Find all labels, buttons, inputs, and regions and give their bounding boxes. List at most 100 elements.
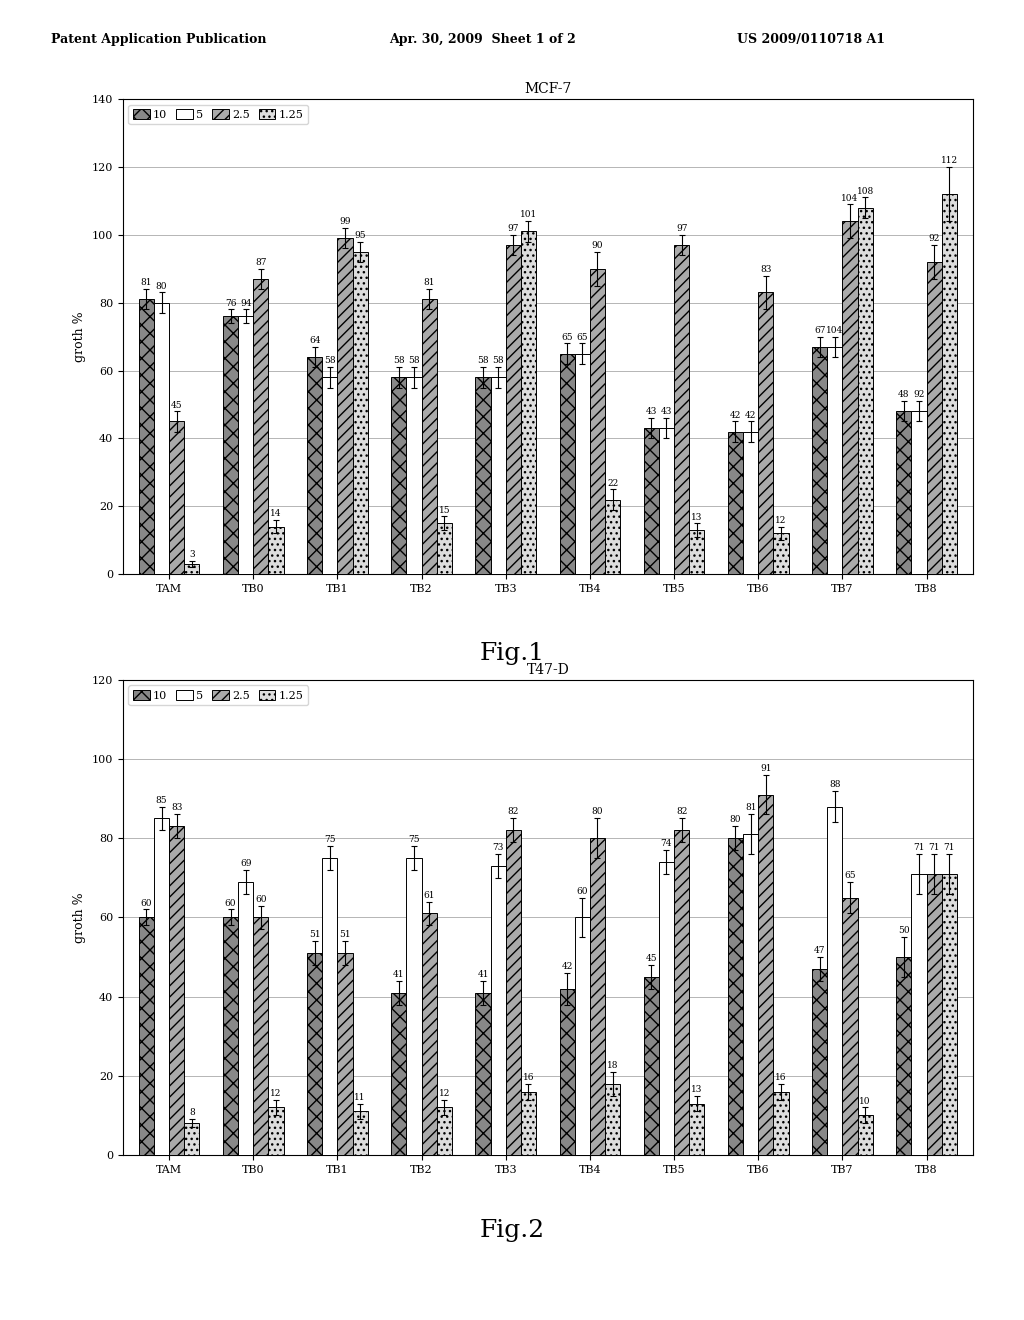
- Bar: [307, 953, 323, 1155]
- Text: Patent Application Publication: Patent Application Publication: [51, 33, 266, 46]
- Text: 73: 73: [493, 843, 504, 853]
- Bar: [605, 1084, 621, 1155]
- Text: 60: 60: [140, 899, 153, 908]
- Text: 83: 83: [171, 804, 182, 813]
- Bar: [323, 378, 338, 574]
- Text: 81: 81: [424, 279, 435, 288]
- Bar: [391, 378, 407, 574]
- Text: 104: 104: [826, 326, 844, 335]
- Text: 47: 47: [814, 946, 825, 956]
- Text: 92: 92: [929, 234, 940, 243]
- Text: 65: 65: [577, 333, 588, 342]
- Text: 108: 108: [856, 186, 873, 195]
- Text: 88: 88: [829, 780, 841, 789]
- Bar: [506, 246, 521, 574]
- Text: 58: 58: [393, 356, 404, 366]
- Text: 51: 51: [309, 931, 321, 940]
- Bar: [352, 252, 368, 574]
- Text: 51: 51: [339, 931, 351, 940]
- Bar: [307, 356, 323, 574]
- Y-axis label: groth %: groth %: [74, 892, 86, 942]
- Text: 60: 60: [225, 899, 237, 908]
- Bar: [644, 428, 658, 574]
- Legend: 10, 5, 2.5, 1.25: 10, 5, 2.5, 1.25: [128, 104, 308, 124]
- Text: Fig.2: Fig.2: [479, 1218, 545, 1242]
- Bar: [658, 428, 674, 574]
- Text: 50: 50: [898, 927, 909, 935]
- Bar: [253, 917, 268, 1155]
- Bar: [437, 523, 452, 574]
- Text: 58: 58: [493, 356, 504, 366]
- Text: 104: 104: [842, 194, 858, 202]
- Text: 41: 41: [393, 970, 404, 979]
- Bar: [154, 302, 169, 574]
- Bar: [475, 378, 490, 574]
- Bar: [560, 354, 574, 574]
- Text: 82: 82: [676, 808, 687, 816]
- Text: 75: 75: [409, 836, 420, 845]
- Text: 13: 13: [691, 512, 702, 521]
- Bar: [574, 354, 590, 574]
- Bar: [223, 317, 239, 574]
- Bar: [323, 858, 338, 1155]
- Bar: [896, 412, 911, 574]
- Text: US 2009/0110718 A1: US 2009/0110718 A1: [737, 33, 886, 46]
- Text: 42: 42: [730, 411, 741, 420]
- Bar: [942, 194, 956, 574]
- Bar: [521, 1092, 536, 1155]
- Bar: [927, 874, 942, 1155]
- Text: 15: 15: [438, 506, 451, 515]
- Bar: [773, 1092, 788, 1155]
- Text: 60: 60: [255, 895, 266, 903]
- Bar: [590, 838, 605, 1155]
- Text: 45: 45: [171, 400, 182, 409]
- Bar: [407, 858, 422, 1155]
- Bar: [253, 279, 268, 574]
- Legend: 10, 5, 2.5, 1.25: 10, 5, 2.5, 1.25: [128, 685, 308, 705]
- Bar: [942, 874, 956, 1155]
- Bar: [843, 222, 857, 574]
- Bar: [268, 527, 284, 574]
- Text: 42: 42: [561, 962, 572, 972]
- Text: 81: 81: [140, 279, 153, 288]
- Text: 67: 67: [814, 326, 825, 335]
- Text: 99: 99: [339, 218, 351, 226]
- Text: 64: 64: [309, 337, 321, 345]
- Text: 75: 75: [324, 836, 336, 845]
- Text: 3: 3: [189, 550, 195, 558]
- Bar: [812, 969, 827, 1155]
- Text: 76: 76: [225, 298, 237, 308]
- Bar: [422, 300, 437, 574]
- Bar: [728, 432, 743, 574]
- Bar: [758, 293, 773, 574]
- Text: 16: 16: [775, 1073, 786, 1082]
- Text: 112: 112: [941, 156, 957, 165]
- Bar: [239, 317, 253, 574]
- Bar: [911, 412, 927, 574]
- Text: 14: 14: [270, 510, 282, 519]
- Text: 8: 8: [189, 1109, 195, 1117]
- Bar: [674, 830, 689, 1155]
- Text: 12: 12: [270, 1089, 282, 1098]
- Text: 94: 94: [240, 298, 252, 308]
- Text: 91: 91: [760, 764, 771, 774]
- Bar: [239, 882, 253, 1155]
- Text: 10: 10: [859, 1097, 870, 1106]
- Bar: [560, 989, 574, 1155]
- Text: 12: 12: [775, 516, 786, 525]
- Text: 82: 82: [508, 808, 519, 816]
- Bar: [644, 977, 658, 1155]
- Text: 74: 74: [660, 840, 672, 849]
- Text: 43: 43: [660, 408, 672, 416]
- Title: MCF-7: MCF-7: [524, 82, 571, 96]
- Text: 92: 92: [913, 391, 925, 400]
- Bar: [139, 300, 154, 574]
- Text: 90: 90: [592, 242, 603, 249]
- Title: T47-D: T47-D: [526, 663, 569, 677]
- Text: 71: 71: [913, 843, 925, 853]
- Bar: [857, 1115, 872, 1155]
- Bar: [896, 957, 911, 1155]
- Text: 12: 12: [438, 1089, 450, 1098]
- Bar: [689, 1104, 705, 1155]
- Bar: [743, 834, 758, 1155]
